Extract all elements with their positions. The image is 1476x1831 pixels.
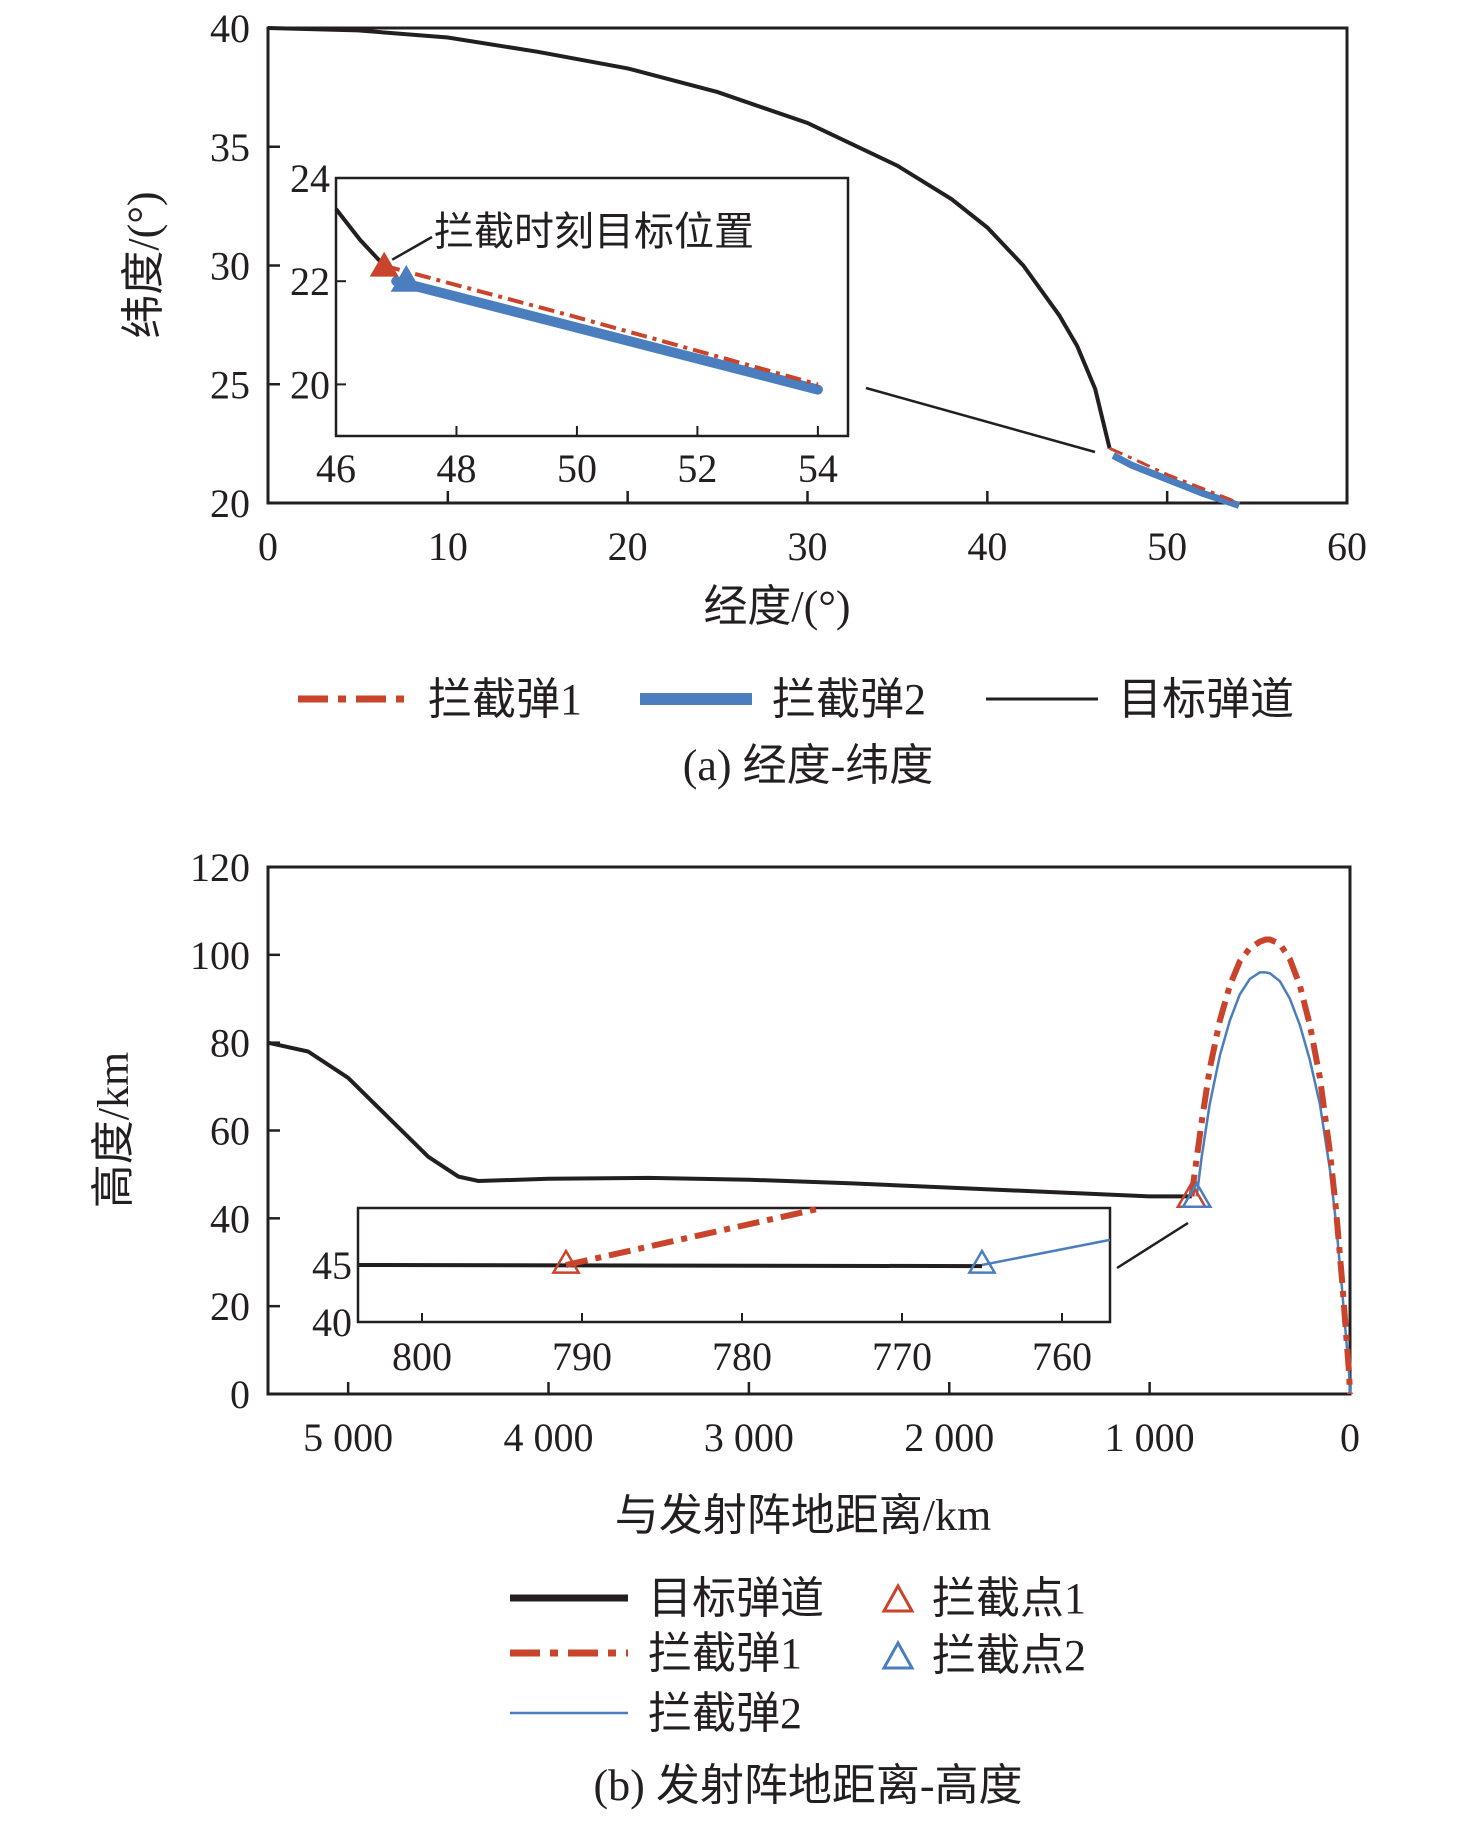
legend-label-m2: 拦截弹2 xyxy=(772,675,926,724)
series-target-trajectory xyxy=(267,26,1112,449)
inset-x-tick-label: 800 xyxy=(392,1334,452,1379)
legend-label-point2: 拦截点2 xyxy=(932,1631,1086,1680)
x-tick-label: 4 000 xyxy=(504,1415,594,1460)
series-interceptor-1 xyxy=(1108,447,1240,505)
y-tick-label: 20 xyxy=(210,1284,250,1329)
y-tick-label: 60 xyxy=(210,1109,250,1154)
legend-label-m1: 拦截弹1 xyxy=(428,675,582,724)
inset-x-tick-label: 46 xyxy=(316,446,356,491)
inset-x-tick-label: 48 xyxy=(436,446,476,491)
chart-b-legend: 目标弹道 拦截点1 拦截弹1 拦截点2 拦截弹2 xyxy=(510,1574,1086,1738)
chart-b-plot-area: 5 000 4 000 3 000 2 000 1 000 0 0 20 40 60 80 100 12… xyxy=(190,845,1360,1460)
inset-a-frame xyxy=(334,176,850,438)
y-tick-label: 80 xyxy=(210,1021,250,1066)
legend-marker-point2 xyxy=(881,1639,915,1670)
y-tick-label: 120 xyxy=(190,845,250,890)
y-tick-label: 20 xyxy=(210,481,250,526)
inset-y-tick-label: 40 xyxy=(312,1300,352,1345)
inset-annotation-leader xyxy=(391,235,433,261)
series-interceptor-2 xyxy=(1111,452,1241,509)
chart-b-distance-altitude: 5 000 4 000 3 000 2 000 1 000 0 0 20 40 60 80 100 12… xyxy=(89,845,1360,1810)
legend-label-m2-b: 拦截弹2 xyxy=(648,1689,802,1738)
inset-intercept-marker-2-b xyxy=(967,1248,997,1274)
inset-intercept-marker-1 xyxy=(369,251,399,277)
inset-intercept-marker-1-b xyxy=(551,1248,581,1274)
chart-a-xlabel: 经度/(°) xyxy=(703,582,850,631)
legend-label-point1: 拦截点1 xyxy=(932,1574,1086,1623)
inset-x-tick-label: 780 xyxy=(712,1334,772,1379)
legend-label-target-b: 目标弹道 xyxy=(648,1574,824,1623)
intercept-marker-2 xyxy=(1180,1180,1213,1209)
inset-y-tick-label: 24 xyxy=(290,156,330,201)
x-tick-label: 1 000 xyxy=(1105,1415,1195,1460)
chart-b-ylabel: 高度/km xyxy=(89,1052,138,1208)
x-tick-label: 20 xyxy=(608,524,648,569)
chart-a-plot-area: 0 10 20 30 40 50 60 20 25 30 35 40 xyxy=(210,6,1367,569)
inset-b-connector xyxy=(1116,1221,1189,1270)
legend-marker-point1 xyxy=(881,1582,915,1613)
chart-b-inset: 800 790 780 770 760 40 45 xyxy=(312,1205,1189,1379)
legend-label-target: 目标弹道 xyxy=(1118,675,1294,724)
x-tick-label: 40 xyxy=(967,524,1007,569)
inset-y-tick-label: 22 xyxy=(290,259,330,304)
x-tick-label: 10 xyxy=(428,524,468,569)
inset-y-tick-label: 20 xyxy=(290,362,330,407)
series-target-trajectory-b xyxy=(267,1040,1192,1199)
inset-target-trajectory-b xyxy=(357,1263,983,1269)
inset-x-tick-label: 54 xyxy=(798,446,838,491)
inset-x-tick-label: 52 xyxy=(677,446,717,491)
inset-y-tick-label: 45 xyxy=(312,1243,352,1288)
chart-a-legend: 拦截弹1 拦截弹2 目标弹道 xyxy=(298,675,1294,724)
y-tick-label: 30 xyxy=(210,244,250,289)
y-tick-label: 100 xyxy=(190,933,250,978)
inset-a-connector xyxy=(865,386,1096,454)
series-interceptor-1-b xyxy=(1188,936,1353,1395)
inset-interceptor-1 xyxy=(383,263,819,387)
legend-label-m1-b: 拦截弹1 xyxy=(648,1629,802,1678)
chart-b-xlabel: 与发射阵地距离/km xyxy=(615,1491,991,1540)
x-tick-label: 0 xyxy=(258,524,278,569)
inset-annotation-label: 拦截时刻目标位置 xyxy=(434,209,754,254)
x-tick-label: 3 000 xyxy=(704,1415,794,1460)
inset-interceptor-2 xyxy=(391,276,823,395)
inset-x-tick-label: 50 xyxy=(557,446,597,491)
inset-x-tick-label: 790 xyxy=(552,1334,612,1379)
x-tick-label: 2 000 xyxy=(904,1415,994,1460)
inset-interceptor-2-b xyxy=(981,1238,1111,1267)
x-tick-label: 30 xyxy=(788,524,828,569)
chart-b-caption: (b) 发射阵地距离-高度 xyxy=(594,1761,1023,1810)
inset-intercept-marker-2 xyxy=(390,265,422,292)
y-tick-label: 35 xyxy=(210,125,250,170)
x-tick-label: 50 xyxy=(1147,524,1187,569)
inset-x-tick-label: 760 xyxy=(1032,1334,1092,1379)
chart-a-ylabel: 纬度/(°) xyxy=(119,191,168,338)
inset-target-trajectory xyxy=(334,207,386,268)
x-tick-label: 0 xyxy=(1340,1415,1360,1460)
y-tick-label: 40 xyxy=(210,1196,250,1241)
x-tick-label: 60 xyxy=(1327,524,1367,569)
y-tick-label: 40 xyxy=(210,6,250,51)
chart-a-caption: (a) 经度-纬度 xyxy=(683,741,934,790)
y-tick-label: 0 xyxy=(230,1372,250,1417)
inset-x-tick-label: 770 xyxy=(872,1334,932,1379)
x-tick-label: 5 000 xyxy=(303,1415,393,1460)
y-tick-label: 25 xyxy=(210,362,250,407)
chart-a-inset: 46 48 50 52 54 20 22 24 拦截时刻目标位置 xyxy=(290,156,1096,491)
chart-a-longitude-latitude: 0 10 20 30 40 50 60 20 25 30 35 40 46 48 50 52 54 20 22 24… xyxy=(119,6,1367,790)
